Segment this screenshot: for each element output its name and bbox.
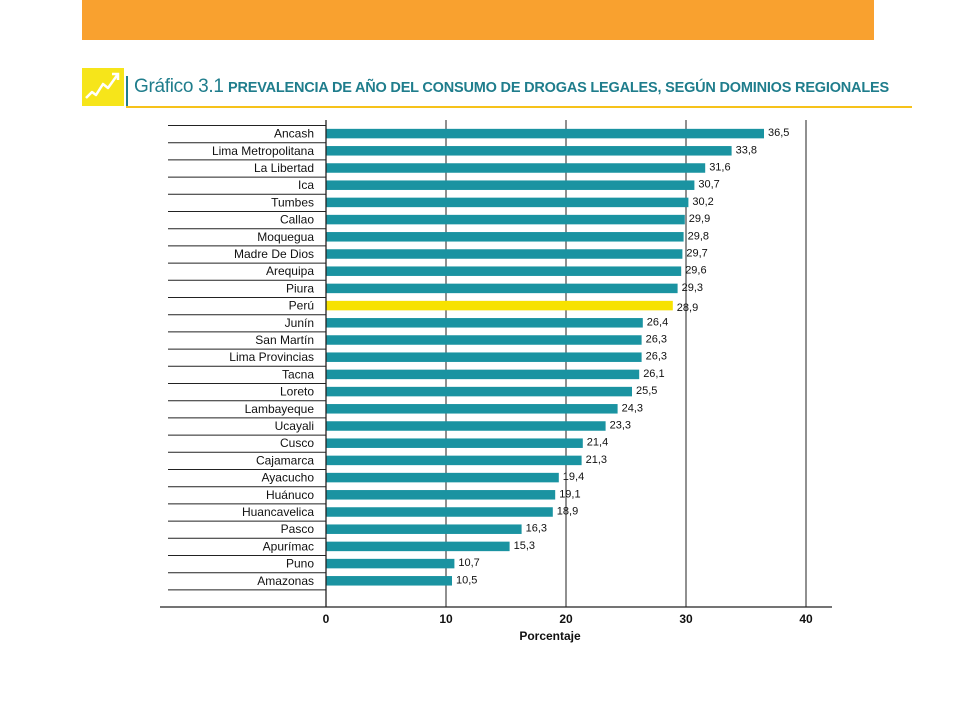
bar — [326, 352, 642, 362]
bar — [326, 335, 642, 345]
bar — [326, 214, 685, 225]
category-label: Callao — [280, 213, 314, 227]
value-label: 21,3 — [586, 454, 607, 466]
bar — [326, 232, 684, 242]
header-divider — [126, 76, 128, 108]
category-label: San Martín — [255, 333, 314, 347]
value-label: 29,3 — [682, 282, 703, 294]
figure-label: Gráfico 3.1 — [134, 76, 224, 97]
chart-header: Gráfico 3.1 PREVALENCIA DE AÑO DEL CONSU… — [82, 68, 912, 108]
category-label: Perú — [289, 299, 314, 313]
value-label: 26,3 — [646, 351, 667, 363]
value-label: 29,7 — [686, 248, 707, 260]
value-label: 26,3 — [646, 334, 667, 346]
value-label: 29,6 — [685, 265, 706, 277]
category-label: Loreto — [280, 385, 314, 399]
bar — [326, 146, 732, 156]
bar — [326, 404, 618, 414]
category-label: Ucayali — [275, 419, 314, 433]
value-label: 31,6 — [709, 162, 730, 174]
category-label: Huancavelica — [242, 505, 314, 519]
chart-trend-icon — [82, 68, 124, 106]
bar — [326, 421, 606, 431]
bar — [326, 369, 640, 380]
value-label: 10,7 — [458, 557, 479, 569]
value-label: 29,9 — [689, 213, 710, 225]
bars-layer — [326, 128, 764, 586]
category-label: Lambayeque — [245, 402, 315, 416]
category-label: Lima Provincias — [229, 350, 314, 364]
value-label: 24,3 — [622, 402, 643, 414]
x-axis-title: Porcentaje — [519, 629, 581, 643]
value-label: 10,5 — [456, 574, 477, 586]
labels-layer: Ancash 36,5 Lima Metropolitana 33,8 La Liber… — [212, 127, 789, 588]
value-label: 19,1 — [559, 488, 580, 500]
axis-layer: 0 10 20 30 40 Porcentaje — [160, 120, 832, 643]
value-label: 25,5 — [636, 385, 657, 397]
bar — [326, 386, 632, 397]
category-label: Moquegua — [257, 230, 314, 244]
bar — [326, 197, 689, 208]
x-tick-label: 20 — [559, 612, 573, 626]
category-label: Cajamarca — [256, 453, 314, 467]
category-label: Cusco — [280, 436, 314, 450]
category-label: Ica — [298, 178, 314, 192]
category-label: Madre De Dios — [234, 247, 314, 261]
bar — [326, 472, 559, 483]
bar — [326, 283, 678, 294]
category-label: Tacna — [282, 367, 314, 381]
value-label: 33,8 — [736, 144, 757, 156]
bar — [326, 128, 764, 139]
category-label: Pasco — [281, 522, 315, 536]
bar — [326, 576, 452, 586]
category-label: Lima Metropolitana — [212, 144, 314, 158]
header-underline — [126, 106, 912, 108]
category-label: Huánuco — [266, 488, 314, 502]
bar — [326, 249, 683, 259]
bar — [326, 438, 583, 448]
value-label: 26,4 — [647, 316, 668, 328]
x-tick-label: 10 — [439, 612, 453, 626]
value-label: 23,3 — [610, 420, 631, 432]
bar — [326, 455, 582, 466]
value-label: 30,2 — [692, 196, 713, 208]
value-label: 21,4 — [587, 437, 608, 449]
value-label: 18,9 — [557, 506, 578, 518]
category-label: Ancash — [274, 127, 314, 141]
bar — [326, 180, 695, 190]
category-label: Tumbes — [271, 195, 314, 209]
category-label: Junín — [285, 316, 314, 330]
bar — [326, 558, 455, 569]
value-label: 30,7 — [698, 179, 719, 191]
bar — [326, 541, 510, 552]
bar — [326, 507, 553, 517]
x-tick-label: 40 — [799, 612, 813, 626]
category-label: Amazonas — [257, 574, 314, 588]
value-label: 15,3 — [514, 540, 535, 552]
x-tick-label: 30 — [679, 612, 693, 626]
bar — [326, 266, 682, 276]
bar — [326, 163, 706, 173]
value-label: 16,3 — [526, 523, 547, 535]
bar — [326, 490, 556, 500]
chart-title: PREVALENCIA DE AÑO DEL CONSUMO DE DROGAS… — [228, 80, 889, 96]
bar — [326, 524, 522, 534]
value-label: 26,1 — [643, 368, 664, 380]
category-label: Puno — [286, 557, 314, 571]
bar-highlight — [326, 300, 673, 311]
value-label: 36,5 — [768, 127, 789, 139]
x-tick-label: 0 — [323, 612, 330, 626]
category-label: Arequipa — [266, 264, 314, 278]
category-label: Apurímac — [263, 539, 314, 553]
value-label: 28,9 — [677, 302, 698, 314]
bar — [326, 318, 643, 328]
category-label: Ayacucho — [262, 471, 315, 485]
top-accent-bar — [82, 0, 874, 40]
value-label: 19,4 — [563, 471, 584, 483]
category-label: La Libertad — [254, 161, 314, 175]
category-label: Piura — [286, 281, 314, 295]
value-label: 29,8 — [688, 230, 709, 242]
